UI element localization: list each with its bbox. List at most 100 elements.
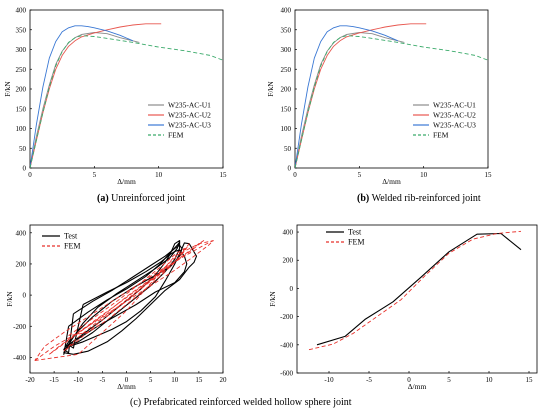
y-tick-label: 250 — [281, 66, 292, 74]
x-tick-label: -10 — [324, 376, 334, 384]
caption-a: (a) Unreinforced joint — [97, 193, 185, 204]
x-tick-label: -20 — [25, 376, 35, 384]
y-tick-label: -600 — [280, 370, 293, 378]
caption-c: (c) Prefabricated reinforced welded holl… — [130, 397, 352, 408]
x-tick-label: 15 — [485, 171, 493, 179]
chart-1: 0 5 10 15050100150200250300350400Δ/mmF/kNW2… — [266, 7, 492, 187]
plot-frame — [29, 224, 224, 374]
x-tick-label: -15 — [49, 376, 59, 384]
series-group — [295, 23, 488, 168]
y-tick-label: -400 — [13, 354, 26, 362]
x-tick-label: 5 — [358, 171, 362, 179]
y-tick-label: 400 — [16, 229, 27, 237]
x-axis-label: Δ/mm — [408, 382, 427, 391]
y-axis-label: F/kN — [5, 291, 14, 307]
series-line-test — [316, 232, 522, 346]
x-axis-label: Δ/mm — [117, 177, 136, 186]
y-tick-label: 0 — [288, 165, 292, 173]
legend-label: FEM — [64, 242, 80, 251]
plot-frame — [296, 224, 538, 374]
series-line-w235-ac-u2 — [295, 23, 427, 168]
series-line-fem — [49, 240, 205, 355]
legend-label: W235-AC-U2 — [168, 111, 211, 120]
x-tick-label: 5 — [149, 376, 153, 384]
x-tick-label: 10 — [486, 376, 494, 384]
y-tick-label: 50 — [19, 145, 27, 153]
caption-b-text: Welded rib-reinforced joint — [371, 193, 481, 204]
x-tick-label: 15 — [220, 171, 228, 179]
y-tick-label: 400 — [281, 7, 292, 15]
y-tick-label: 100 — [281, 125, 292, 133]
y-tick-label: -200 — [13, 323, 26, 331]
x-tick-label: 0 — [125, 376, 129, 384]
series-group — [30, 23, 223, 168]
y-tick-label: 200 — [16, 86, 27, 94]
series-line-w235-ac-u2 — [30, 23, 162, 168]
y-tick-label: 0 — [23, 165, 27, 173]
x-tick-label: 0 — [407, 376, 411, 384]
legend-label: W235-AC-U1 — [168, 101, 211, 110]
y-tick-label: -400 — [280, 341, 293, 349]
x-tick-label: 15 — [526, 376, 534, 384]
y-tick-label: 200 — [281, 86, 292, 94]
legend-label: W235-AC-U3 — [168, 121, 211, 130]
series-line-w235-ac-u3 — [30, 25, 134, 168]
series-line-fem — [34, 240, 214, 361]
x-axis-label: Δ/mm — [117, 382, 136, 391]
y-tick-label: 0 — [290, 285, 294, 293]
y-tick-label: 350 — [281, 26, 292, 34]
chart-2: -20 -15 -10 -5 0 5 10 15 20 -400 -200 0 200 400 Δ/mm F/… — [5, 224, 227, 391]
y-tick-label: 300 — [281, 46, 292, 54]
y-tick-label: 0 — [23, 292, 27, 300]
chart-0: 0 5 10 15050100150200250300350400Δ/mmF/kNW2… — [3, 7, 227, 187]
y-tick-label: 200 — [283, 257, 294, 265]
caption-c-text: (c) Prefabricated reinforced welded holl… — [130, 397, 352, 408]
x-tick-label: -10 — [74, 376, 84, 384]
y-tick-label: 300 — [16, 46, 27, 54]
caption-a-label: (a) — [97, 193, 109, 204]
x-tick-label: -5 — [99, 376, 105, 384]
legend-label: W235-AC-U3 — [433, 121, 476, 130]
series-group — [308, 230, 522, 351]
series-line-test — [68, 249, 188, 349]
y-tick-label: 250 — [16, 66, 27, 74]
series-line-fem — [68, 247, 185, 337]
y-tick-label: -200 — [280, 313, 293, 321]
x-tick-label: 0 — [28, 171, 32, 179]
y-tick-label: 350 — [16, 26, 27, 34]
legend-label: Test — [348, 228, 362, 237]
x-tick-label: 10 — [171, 376, 179, 384]
x-tick-label: 5 — [447, 376, 451, 384]
plot-frame — [294, 9, 489, 169]
y-tick-label: 400 — [16, 7, 27, 15]
series-line-w235-ac-u3 — [295, 25, 399, 168]
y-axis-label: F/kN — [3, 81, 12, 97]
legend-label: FEM — [168, 131, 184, 140]
y-tick-label: 150 — [16, 105, 27, 113]
x-tick-label: 10 — [420, 171, 428, 179]
y-tick-label: 200 — [16, 260, 27, 268]
series-group — [34, 240, 214, 361]
caption-b-label: (b) — [357, 193, 370, 204]
series-line-fem — [295, 35, 488, 168]
series-line-fem — [63, 243, 190, 352]
plot-frame — [29, 9, 224, 169]
y-axis-label: F/kN — [266, 81, 275, 97]
x-axis-label: Δ/mm — [382, 177, 401, 186]
x-tick-label: 5 — [93, 171, 97, 179]
y-axis-label: F/kN — [268, 291, 277, 307]
y-tick-label: 150 — [281, 105, 292, 113]
legend-label: Test — [64, 232, 78, 241]
legend-label: FEM — [433, 131, 449, 140]
caption-b: (b) Welded rib-reinforced joint — [357, 193, 481, 204]
x-tick-label: 0 — [293, 171, 297, 179]
series-line-fem — [308, 230, 522, 351]
x-tick-label: -5 — [366, 376, 372, 384]
caption-a-text: Unreinforced joint — [111, 193, 186, 204]
y-tick-label: 100 — [16, 125, 27, 133]
